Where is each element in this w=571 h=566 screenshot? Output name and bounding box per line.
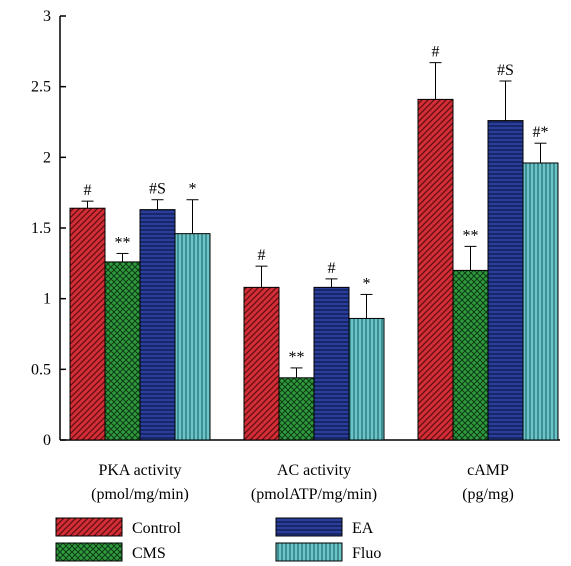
category-label: AC activity — [277, 462, 351, 479]
legend-swatch-cms — [55, 542, 123, 562]
bar-cms-0 — [104, 261, 141, 441]
bar-cms-1 — [278, 377, 315, 441]
y-tick-label: 0 — [43, 432, 51, 449]
y-tick-label: 2 — [43, 149, 51, 166]
legend-swatch-control — [55, 517, 123, 537]
legend-label-fluo: Fluo — [352, 545, 381, 562]
significance-label: #S — [497, 62, 514, 79]
bar-ea-1 — [313, 286, 350, 441]
category-label: cAMP — [467, 462, 509, 479]
bar-fluo-1 — [348, 317, 385, 441]
legend-label-cms: CMS — [132, 545, 166, 562]
y-tick-label: 3 — [43, 8, 51, 25]
bar-fluo-2 — [522, 162, 559, 441]
bar-ea-0 — [139, 209, 176, 441]
y-ticks: 0 0.5 1 1.5 2 2.5 3 — [31, 8, 66, 449]
y-tick-label: 0.5 — [31, 361, 51, 378]
significance-label: ** — [115, 234, 131, 251]
significance-label: #* — [533, 124, 549, 141]
bar-cms-2 — [452, 269, 489, 441]
category-label: (pg/mg) — [462, 486, 514, 503]
significance-label: * — [363, 275, 371, 292]
bar-fluo-0 — [174, 233, 211, 441]
significance-label: ** — [463, 227, 479, 244]
category-labels: PKA activity (pmol/mg/min) AC activity (pmo… — [91, 462, 514, 503]
significance-label: # — [432, 44, 440, 61]
significance-label: # — [258, 247, 266, 264]
category-label: (pmol/mg/min) — [91, 486, 189, 503]
bar-ea-2 — [487, 120, 524, 441]
significance-label: #S — [149, 181, 166, 198]
y-tick-label: 1 — [43, 291, 51, 308]
bar-control-0 — [69, 207, 106, 441]
bar-control-2 — [417, 98, 454, 441]
bar-control-1 — [243, 286, 280, 441]
significance-label: ** — [289, 349, 305, 366]
category-label: PKA activity — [98, 462, 181, 479]
significance-label: # — [328, 260, 336, 277]
legend-label-ea: EA — [352, 520, 374, 537]
category-label: (pmolATP/mg/min) — [251, 486, 377, 503]
y-tick-label: 2.5 — [31, 79, 51, 96]
significance-label: # — [84, 182, 92, 199]
legend-swatch-ea — [275, 517, 343, 537]
legend-swatch-fluo — [275, 542, 343, 562]
y-tick-label: 1.5 — [31, 220, 51, 237]
legend-label-control: Control — [132, 520, 181, 537]
legend: Control EA CMS Fluo — [55, 517, 381, 562]
bars: #**#S *#**#*#**#S#* — [69, 44, 559, 441]
significance-label: * — [189, 181, 197, 198]
